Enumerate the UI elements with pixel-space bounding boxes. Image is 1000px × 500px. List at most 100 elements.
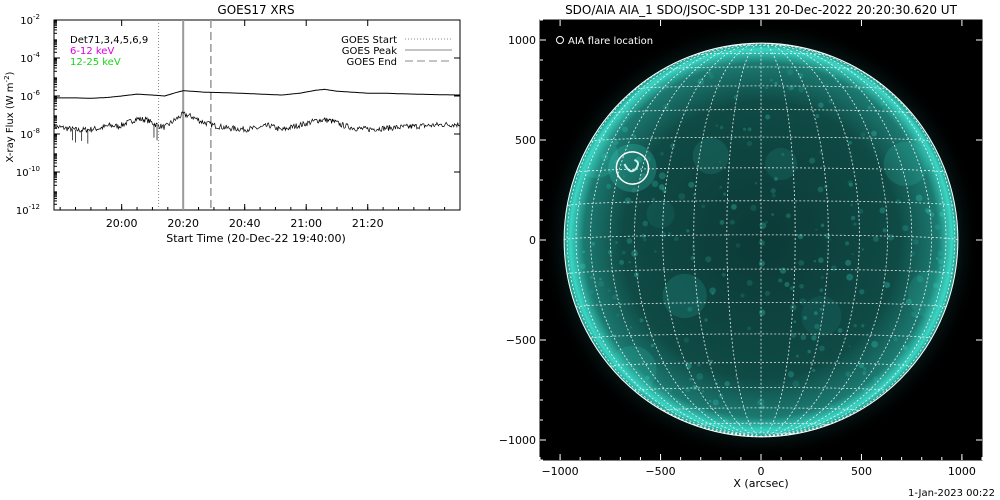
aia-texture-dot: [626, 238, 633, 244]
aia-texture-dot: [654, 250, 657, 253]
aia-grid-longitude: [760, 43, 796, 437]
aia-texture-dot: [712, 399, 719, 406]
aia-texture-dot: [662, 188, 667, 194]
aia-texture-dot: [893, 336, 898, 342]
goes-title: GOES17 XRS: [217, 3, 294, 17]
aia-texture-dot: [950, 278, 953, 282]
aia-grid-longitude: [760, 43, 829, 437]
aia-texture-dot: [860, 132, 866, 138]
aia-texture-dot: [883, 281, 891, 289]
aia-texture-dot: [939, 266, 943, 270]
aia-texture-dot: [845, 259, 852, 266]
aia-x-tick-label: 1000: [948, 465, 976, 478]
aia-texture-dot: [828, 404, 834, 410]
aia-texture-dot: [612, 294, 618, 300]
aia-texture-dot: [756, 400, 762, 406]
aia-texture-dot: [926, 209, 932, 215]
aia-texture-dot: [813, 311, 818, 316]
aia-y-tick-label: −1000: [499, 434, 536, 447]
aia-texture-dot: [817, 186, 824, 193]
aia-texture-dot: [619, 259, 625, 265]
aia-texture-dot: [803, 315, 808, 320]
aia-texture-dot: [844, 241, 850, 246]
aia-texture-dot: [591, 242, 596, 246]
aia-texture-dot: [624, 106, 631, 112]
aia-texture-dot: [929, 212, 935, 218]
goes-y-tick-exp: -6: [33, 89, 41, 97]
aia-texture-dot: [824, 185, 828, 189]
aia-texture-dot: [600, 332, 604, 335]
goes-y-tick-base: 10: [20, 16, 33, 27]
aia-texture-dot: [850, 215, 856, 221]
aia-texture-dot: [939, 211, 945, 217]
aia-texture-dot: [758, 260, 765, 267]
aia-texture-dot: [861, 324, 865, 328]
aia-texture-dot: [666, 386, 673, 393]
aia-texture-dot: [820, 275, 825, 280]
aia-grid-longitude: [760, 43, 889, 437]
aia-texture-dot: [812, 368, 816, 373]
aia-texture-dot: [909, 251, 915, 257]
aia-grid-latitude: [590, 136, 932, 142]
aia-texture-dot: [787, 371, 795, 378]
aia-grid-longitude: [760, 43, 932, 437]
aia-grid-longitude: [760, 45, 956, 437]
aia-texture-dot: [935, 256, 939, 260]
aia-texture-dot: [779, 267, 787, 274]
aia-texture-dot: [617, 116, 622, 120]
aia-texture-dot: [873, 376, 879, 382]
aia-texture-dot: [589, 289, 594, 294]
aia-texture-dot: [689, 377, 693, 381]
aia-texture-dot: [819, 307, 823, 311]
aia-texture-dot: [715, 124, 719, 128]
aia-texture-dot: [661, 186, 665, 190]
aia-grid-latitude: [634, 85, 888, 90]
aia-texture-dot: [949, 220, 957, 227]
aia-texture-dot: [651, 180, 659, 188]
aia-texture-dot: [773, 176, 778, 182]
aia-legend-marker: [556, 36, 564, 44]
aia-texture-dot: [747, 326, 752, 331]
aia-texture-dot: [641, 233, 646, 238]
aia-grid-longitude: [662, 43, 762, 437]
aia-bright-region: [907, 269, 956, 319]
aia-texture-dot: [686, 229, 690, 233]
aia-texture-dot: [769, 78, 773, 82]
aia-texture-dot: [622, 126, 628, 133]
aia-texture-dot: [633, 272, 639, 278]
aia-texture-dot: [815, 228, 818, 231]
aia-texture-dot: [743, 127, 747, 131]
aia-bright-region: [608, 143, 657, 193]
aia-texture-dot: [608, 289, 611, 293]
aia-texture-dot: [845, 371, 851, 377]
aia-texture-dot: [580, 299, 583, 302]
aia-texture-dot: [798, 86, 805, 93]
goes-x-tick-label: 21:20: [352, 217, 384, 230]
aia-texture-dot: [848, 344, 851, 348]
aia-grid-latitude: [662, 407, 860, 411]
aia-texture-dot: [709, 287, 716, 294]
aia-texture-dot: [660, 152, 664, 156]
aia-texture-dot: [758, 239, 764, 245]
aia-title: SDO/AIA AIA_1 SDO/JSOC-SDP 131 20-Dec-20…: [565, 3, 958, 17]
goes-series-long: [54, 88, 460, 99]
aia-bright-region: [765, 147, 798, 181]
aia-texture-dot: [754, 182, 758, 185]
goes-plot-frame: [53, 19, 461, 211]
aia-texture-dot: [683, 337, 690, 343]
aia-texture-dot: [837, 328, 843, 333]
aia-texture-dot: [702, 390, 705, 393]
goes-y-label-main: X-ray Flux (W m: [5, 82, 16, 162]
goes-x-tick-label: 21:00: [290, 217, 322, 230]
aia-texture-dot: [765, 86, 768, 90]
aia-texture-dot: [711, 292, 715, 296]
aia-texture-dot: [607, 249, 613, 255]
aia-texture-dot: [651, 77, 657, 83]
aia-texture-dot: [758, 309, 766, 316]
aia-texture-dot: [905, 298, 912, 305]
aia-texture-dot: [916, 275, 924, 283]
goes-y-tick-exp: -10: [29, 165, 40, 173]
